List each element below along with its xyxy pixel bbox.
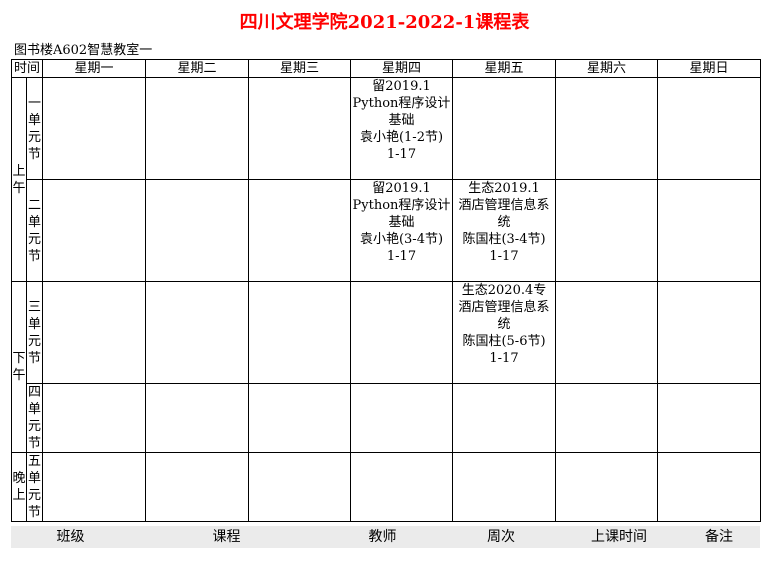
slot[interactable] [42, 77, 146, 180]
period-morning: 上午 [11, 77, 27, 282]
course-weeks: 1-17 [489, 249, 519, 264]
slot[interactable] [555, 452, 658, 522]
period-evening: 晚上 [11, 452, 27, 522]
room-label: 图书楼A602智慧教室一 [14, 43, 153, 58]
course-cell[interactable]: 留2019.1 Python程序设计基础 袁小艳(1-2节) 1-17 [350, 77, 453, 180]
course-cell[interactable]: 留2019.1 Python程序设计基础 袁小艳(3-4节) 1-17 [350, 179, 453, 282]
course-cell[interactable]: 生态2020.4专 酒店管理信息系统 陈国柱(5-6节) 1-17 [452, 281, 556, 384]
time-header: 时间 [11, 59, 43, 78]
slot[interactable] [350, 452, 453, 522]
course-class: 留2019.1 [372, 79, 431, 94]
slot[interactable] [145, 77, 249, 180]
course-teacher: 陈国柱(3-4节) [462, 232, 546, 247]
slot[interactable] [42, 281, 146, 384]
footer-notes: 备注 [705, 529, 733, 545]
unit-label-5: 五单元节 [26, 452, 43, 522]
course-weeks: 1-17 [386, 249, 417, 264]
course-class: 生态2020.4专 [461, 283, 547, 298]
unit-row-2: 二单元节 留2019.1 Python程序设计基础 袁小艳(3-4节) 1-17… [12, 179, 761, 282]
unit-label-3: 三单元节 [26, 281, 43, 384]
slot[interactable] [248, 179, 351, 282]
course-name: 酒店管理信息系统 [458, 198, 550, 230]
footer-class: 班级 [56, 529, 85, 545]
slot[interactable] [248, 281, 351, 384]
footer-teacher: 教师 [368, 529, 397, 545]
day-header-sun: 星期日 [657, 59, 761, 78]
slot[interactable] [555, 383, 658, 453]
slot[interactable] [145, 281, 249, 384]
day-header-mon: 星期一 [42, 59, 146, 78]
slot[interactable] [145, 452, 249, 522]
course-name: Python程序设计基础 [352, 96, 451, 128]
unit-label-2: 二单元节 [26, 179, 43, 282]
slot[interactable] [350, 281, 453, 384]
day-header-thu: 星期四 [350, 59, 453, 78]
course-class: 留2019.1 [372, 181, 431, 196]
slot[interactable] [657, 281, 761, 384]
footer-time: 上课时间 [591, 529, 647, 545]
course-class: 生态2019.1 [468, 181, 540, 196]
slot[interactable] [350, 383, 453, 453]
slot[interactable] [248, 77, 351, 180]
day-header-sat: 星期六 [555, 59, 658, 78]
slot[interactable] [42, 452, 146, 522]
slot[interactable] [452, 383, 556, 453]
course-teacher: 陈国柱(5-6节) [462, 334, 546, 349]
course-weeks: 1-17 [489, 351, 519, 366]
course-teacher: 袁小艳(3-4节) [359, 232, 444, 247]
slot[interactable] [145, 383, 249, 453]
slot[interactable] [42, 179, 146, 282]
day-header-fri: 星期五 [452, 59, 556, 78]
day-header-wed: 星期三 [248, 59, 351, 78]
slot[interactable] [452, 77, 556, 180]
legend-footer: 班级 课程 教师 周次 上课时间 备注 [11, 526, 760, 548]
slot[interactable] [145, 179, 249, 282]
slot[interactable] [657, 77, 761, 180]
course-name: 酒店管理信息系统 [458, 300, 550, 332]
header-row: 时间 星期一 星期二 星期三 星期四 星期五 星期六 星期日 [11, 59, 761, 78]
unit-row-5: 晚上 五单元节 [11, 452, 761, 522]
course-name: Python程序设计基础 [352, 198, 451, 230]
period-afternoon: 下午 [11, 281, 27, 453]
slot[interactable] [555, 281, 658, 384]
schedule-table: 时间 星期一 星期二 星期三 星期四 星期五 星期六 星期日 上午 一单元节 留… [11, 59, 761, 522]
footer-weeks: 周次 [487, 529, 515, 545]
slot[interactable] [248, 452, 351, 522]
page-title: 四川文理学院2021-2022-1课程表 [239, 12, 530, 33]
slot[interactable] [555, 179, 658, 282]
course-teacher: 袁小艳(1-2节) [359, 130, 444, 145]
slot[interactable] [452, 452, 556, 522]
slot[interactable] [657, 179, 761, 282]
slot[interactable] [248, 383, 351, 453]
unit-row-3: 下午 三单元节 生态2020.4专 酒店管理信息系统 陈国柱(5-6节) 1-1… [11, 281, 761, 453]
slot[interactable] [657, 452, 761, 522]
unit-row-1: 上午 一单元节 留2019.1 Python程序设计基础 袁小艳(1-2节) 1… [11, 77, 761, 282]
unit-label-4: 四单元节 [26, 383, 43, 453]
unit-row-4: 四单元节 [12, 383, 761, 453]
day-header-tue: 星期二 [145, 59, 249, 78]
footer-course: 课程 [212, 529, 241, 545]
slot[interactable] [555, 77, 658, 180]
slot[interactable] [657, 383, 761, 453]
course-weeks: 1-17 [386, 147, 417, 162]
course-cell[interactable]: 生态2019.1 酒店管理信息系统 陈国柱(3-4节) 1-17 [452, 179, 556, 282]
unit-label-1: 一单元节 [26, 77, 43, 180]
slot[interactable] [42, 383, 146, 453]
